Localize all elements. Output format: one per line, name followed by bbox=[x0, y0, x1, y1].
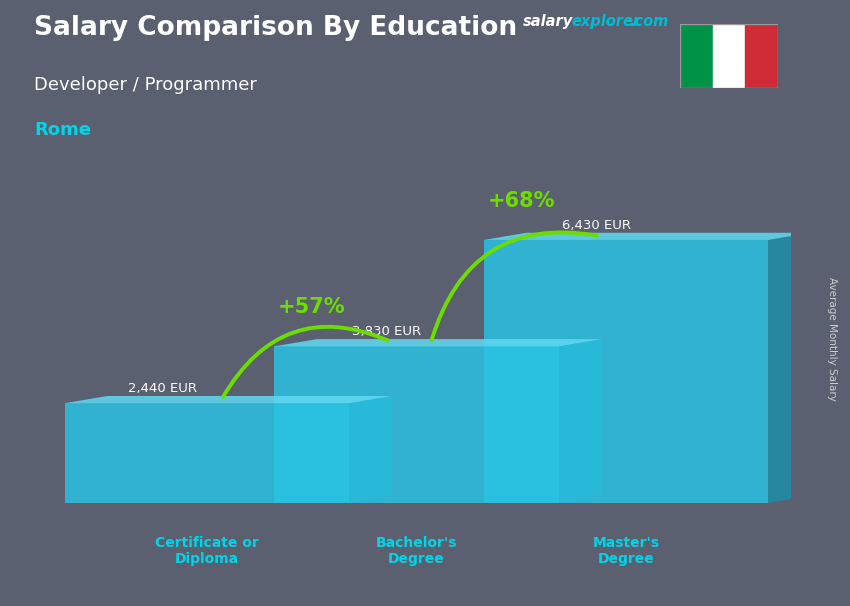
Polygon shape bbox=[484, 240, 768, 503]
Polygon shape bbox=[65, 396, 392, 403]
Polygon shape bbox=[349, 396, 392, 503]
Text: Bachelor's
Degree: Bachelor's Degree bbox=[376, 536, 457, 566]
Bar bbox=[680, 24, 712, 88]
Polygon shape bbox=[65, 403, 349, 503]
Text: salary: salary bbox=[523, 14, 573, 29]
Polygon shape bbox=[484, 233, 811, 240]
Text: Rome: Rome bbox=[34, 121, 91, 139]
Text: Certificate or
Diploma: Certificate or Diploma bbox=[156, 536, 259, 566]
Text: Developer / Programmer: Developer / Programmer bbox=[34, 76, 257, 94]
Text: +57%: +57% bbox=[278, 297, 346, 317]
Text: explorer: explorer bbox=[571, 14, 640, 29]
Text: 6,430 EUR: 6,430 EUR bbox=[562, 219, 631, 231]
Polygon shape bbox=[275, 346, 558, 503]
Text: +68%: +68% bbox=[487, 191, 555, 211]
Text: Master's
Degree: Master's Degree bbox=[592, 536, 660, 566]
Text: 3,830 EUR: 3,830 EUR bbox=[352, 325, 421, 338]
Polygon shape bbox=[275, 339, 601, 346]
Text: Average Monthly Salary: Average Monthly Salary bbox=[827, 278, 837, 401]
Text: Salary Comparison By Education: Salary Comparison By Education bbox=[34, 15, 517, 41]
Polygon shape bbox=[558, 339, 601, 503]
Bar bbox=[712, 24, 745, 88]
Text: 2,440 EUR: 2,440 EUR bbox=[128, 382, 196, 395]
Text: .com: .com bbox=[629, 14, 668, 29]
Bar bbox=[745, 24, 778, 88]
FancyArrowPatch shape bbox=[223, 327, 388, 398]
FancyArrowPatch shape bbox=[432, 232, 597, 341]
Polygon shape bbox=[768, 233, 811, 503]
